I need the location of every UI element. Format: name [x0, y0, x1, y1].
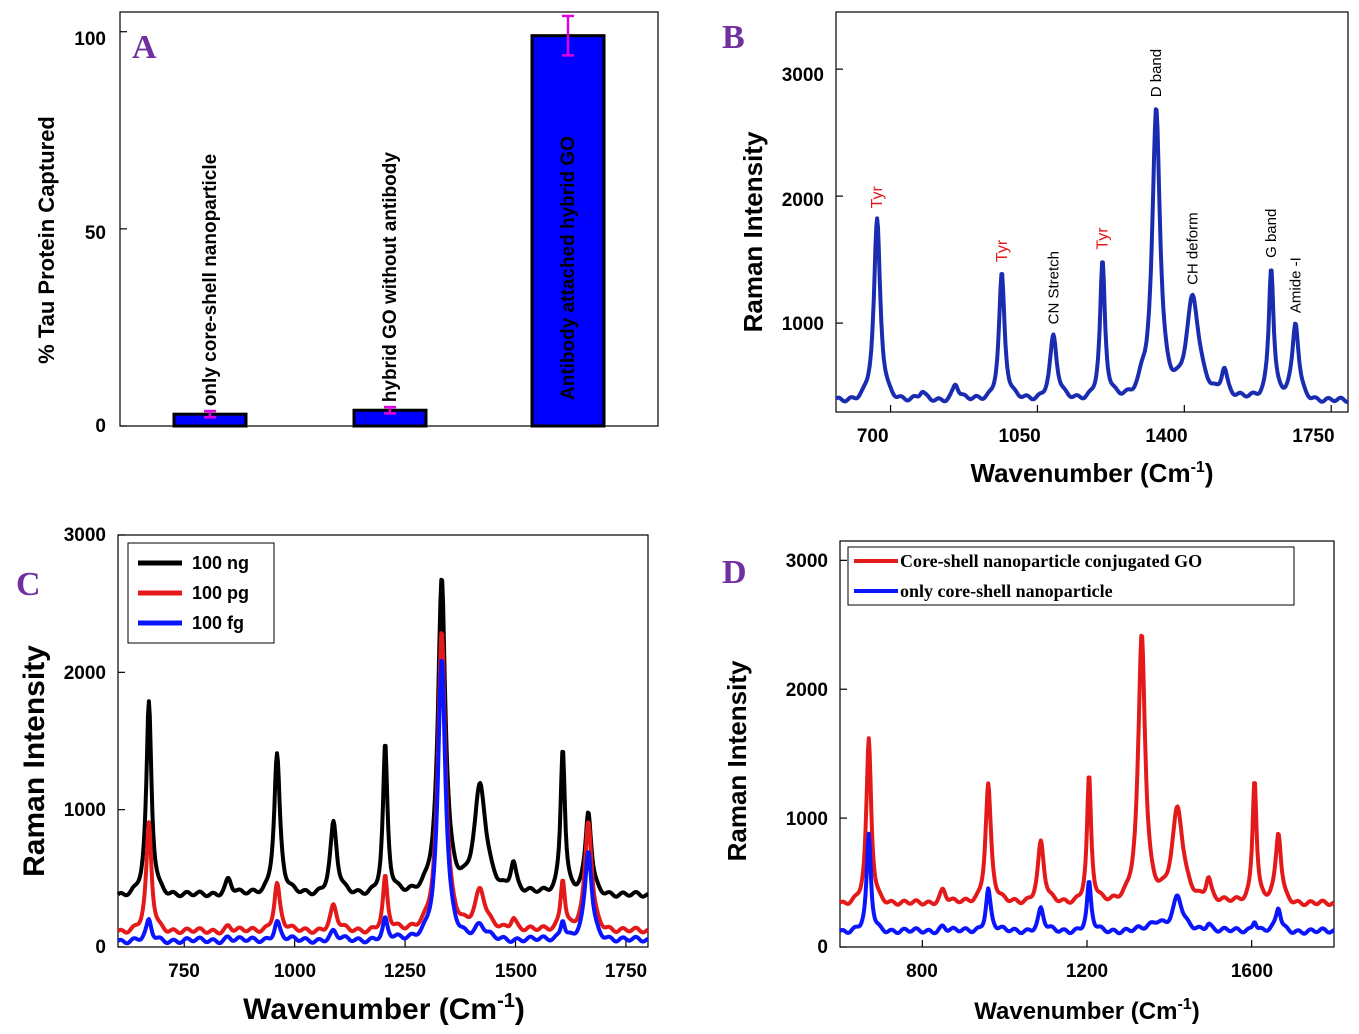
panel-d-xlabel: Wavenumber (Cm-1)	[974, 996, 1199, 1025]
panel-a-ytick-50: 50	[85, 223, 106, 244]
panel-c-ylabel: Raman Intensity	[18, 645, 51, 877]
panel-c-series-line-1	[116, 631, 650, 936]
panel-b-ylabel: Raman Intensity	[738, 131, 768, 332]
panel-c-xticks: 750 1000 1250 1500 1750	[168, 961, 647, 982]
panel-c-xtick-1500: 1500	[495, 961, 537, 982]
panel-a-ylabel: % Tau Protein Captured	[34, 116, 59, 364]
panel-b-xtick-1050: 1050	[998, 426, 1040, 447]
panel-b-peak-annotation-2: CN Stretch	[1045, 251, 1062, 324]
panel-b-peak-annotation-4: D band	[1148, 49, 1165, 97]
panel-d-chart: D Raman Intensity Wavenumber (Cm-1) 800 …	[722, 540, 1336, 1025]
panel-b-xlabel: Wavenumber (Cm-1)	[971, 458, 1214, 488]
panel-a-bar-2	[530, 34, 606, 428]
panel-d-series-line-0	[838, 633, 1336, 908]
panel-b-chart: B Raman Intensity Wavenumber (Cm-1) 700 …	[722, 11, 1350, 488]
panel-d-ytick-1000: 1000	[786, 809, 828, 830]
panel-b-ytick-3000: 3000	[782, 65, 824, 86]
panel-b-peak-annotation-0: Tyr	[869, 186, 886, 209]
panel-b-xtick-700: 700	[857, 426, 889, 447]
panel-c-legend: 100 ng 100 pg 100 fg	[127, 542, 275, 644]
panel-c-chart: C Raman Intensity Wavenumber (Cm-1) 750 …	[16, 525, 650, 1026]
panel-c-xlabel: Wavenumber (Cm-1)	[243, 990, 525, 1026]
panel-b-peak-annotation-6: G band	[1263, 209, 1280, 258]
panel-d-legend-box	[847, 546, 1295, 606]
panel-a-bar-label-0: only core-shell nanoparticle	[200, 154, 221, 406]
panel-b-yticks: 1000 2000 3000	[782, 65, 824, 335]
panel-b-xtick-1750: 1750	[1292, 426, 1334, 447]
panel-c-ytick-3000: 3000	[64, 525, 106, 546]
panel-c-ytick-0: 0	[95, 937, 106, 958]
panel-c-xtick-1000: 1000	[274, 961, 316, 982]
panel-b-ytick-2000: 2000	[782, 190, 824, 211]
panel-d-legend: Core-shell nanoparticle conjugated GO on…	[847, 546, 1295, 606]
panel-c-letter: C	[16, 566, 41, 603]
panel-b-xtick-1400: 1400	[1145, 426, 1187, 447]
panel-b-peak-annotation-3: Tyr	[1094, 227, 1111, 250]
panel-d-xtick-800: 800	[906, 961, 938, 982]
panel-c-series-line-0	[116, 577, 650, 899]
panel-d-ytick-0: 0	[817, 937, 828, 958]
panel-c-ytick-1000: 1000	[64, 800, 106, 821]
panel-c-legend-label-ng: 100 ng	[192, 553, 249, 573]
panel-d-ytick-3000: 3000	[786, 551, 828, 572]
panel-a-ytick-0: 0	[95, 416, 106, 437]
panel-a-bar-label-1: hybrid GO without antibody	[380, 152, 401, 403]
panel-c-plot-frame	[117, 534, 649, 948]
panel-c-xtick-1750: 1750	[605, 961, 647, 982]
panel-b-ytick-1000: 1000	[782, 314, 824, 335]
panel-a-bar-label-2: Antibody attached hybrid GO	[558, 136, 579, 400]
panel-d-legend-label-conjugated: Core-shell nanoparticle conjugated GO	[900, 551, 1202, 571]
panel-c-xtick-1250: 1250	[384, 961, 426, 982]
panel-d-yticks: 0 1000 2000 3000	[786, 551, 828, 958]
panel-d-ylabel: Raman Intensity	[722, 660, 752, 861]
panel-a-letter: A	[132, 29, 157, 66]
panel-b-letter: B	[722, 19, 745, 56]
panel-d-xtick-1200: 1200	[1066, 961, 1108, 982]
panel-c-xtick-750: 750	[168, 961, 200, 982]
panel-b-plot-frame	[835, 11, 1349, 413]
panel-b-peak-annotation-5: CH deform	[1185, 212, 1202, 285]
panel-b-peak-annotation-7: Amide -I	[1288, 257, 1305, 313]
panel-c-ytick-2000: 2000	[64, 663, 106, 684]
panel-d-series-line-1	[838, 831, 1336, 936]
panel-a-ytick-100: 100	[74, 29, 106, 50]
panel-a-yticks: 0 50 100	[74, 29, 106, 437]
panel-c-series-line-2	[116, 658, 650, 946]
panel-d-legend-label-only: only core-shell nanoparticle	[900, 581, 1113, 601]
panel-d-xticks: 800 1200 1600	[906, 961, 1273, 982]
panel-b-series-line-0	[834, 107, 1350, 404]
panel-c-legend-label-fg: 100 fg	[192, 613, 244, 633]
panel-c-legend-label-pg: 100 pg	[192, 583, 249, 603]
panel-a-chart: A % Tau Protein Captured 0 50 100 only c…	[34, 11, 659, 437]
panel-d-ytick-2000: 2000	[786, 680, 828, 701]
panel-d-xtick-1600: 1600	[1231, 961, 1273, 982]
panel-b-peak-annotation-1: Tyr	[994, 239, 1011, 262]
panel-d-letter: D	[722, 554, 747, 591]
panel-b-xticks: 700 1050 1400 1750	[857, 426, 1335, 447]
panel-c-yticks: 0 1000 2000 3000	[64, 525, 106, 958]
